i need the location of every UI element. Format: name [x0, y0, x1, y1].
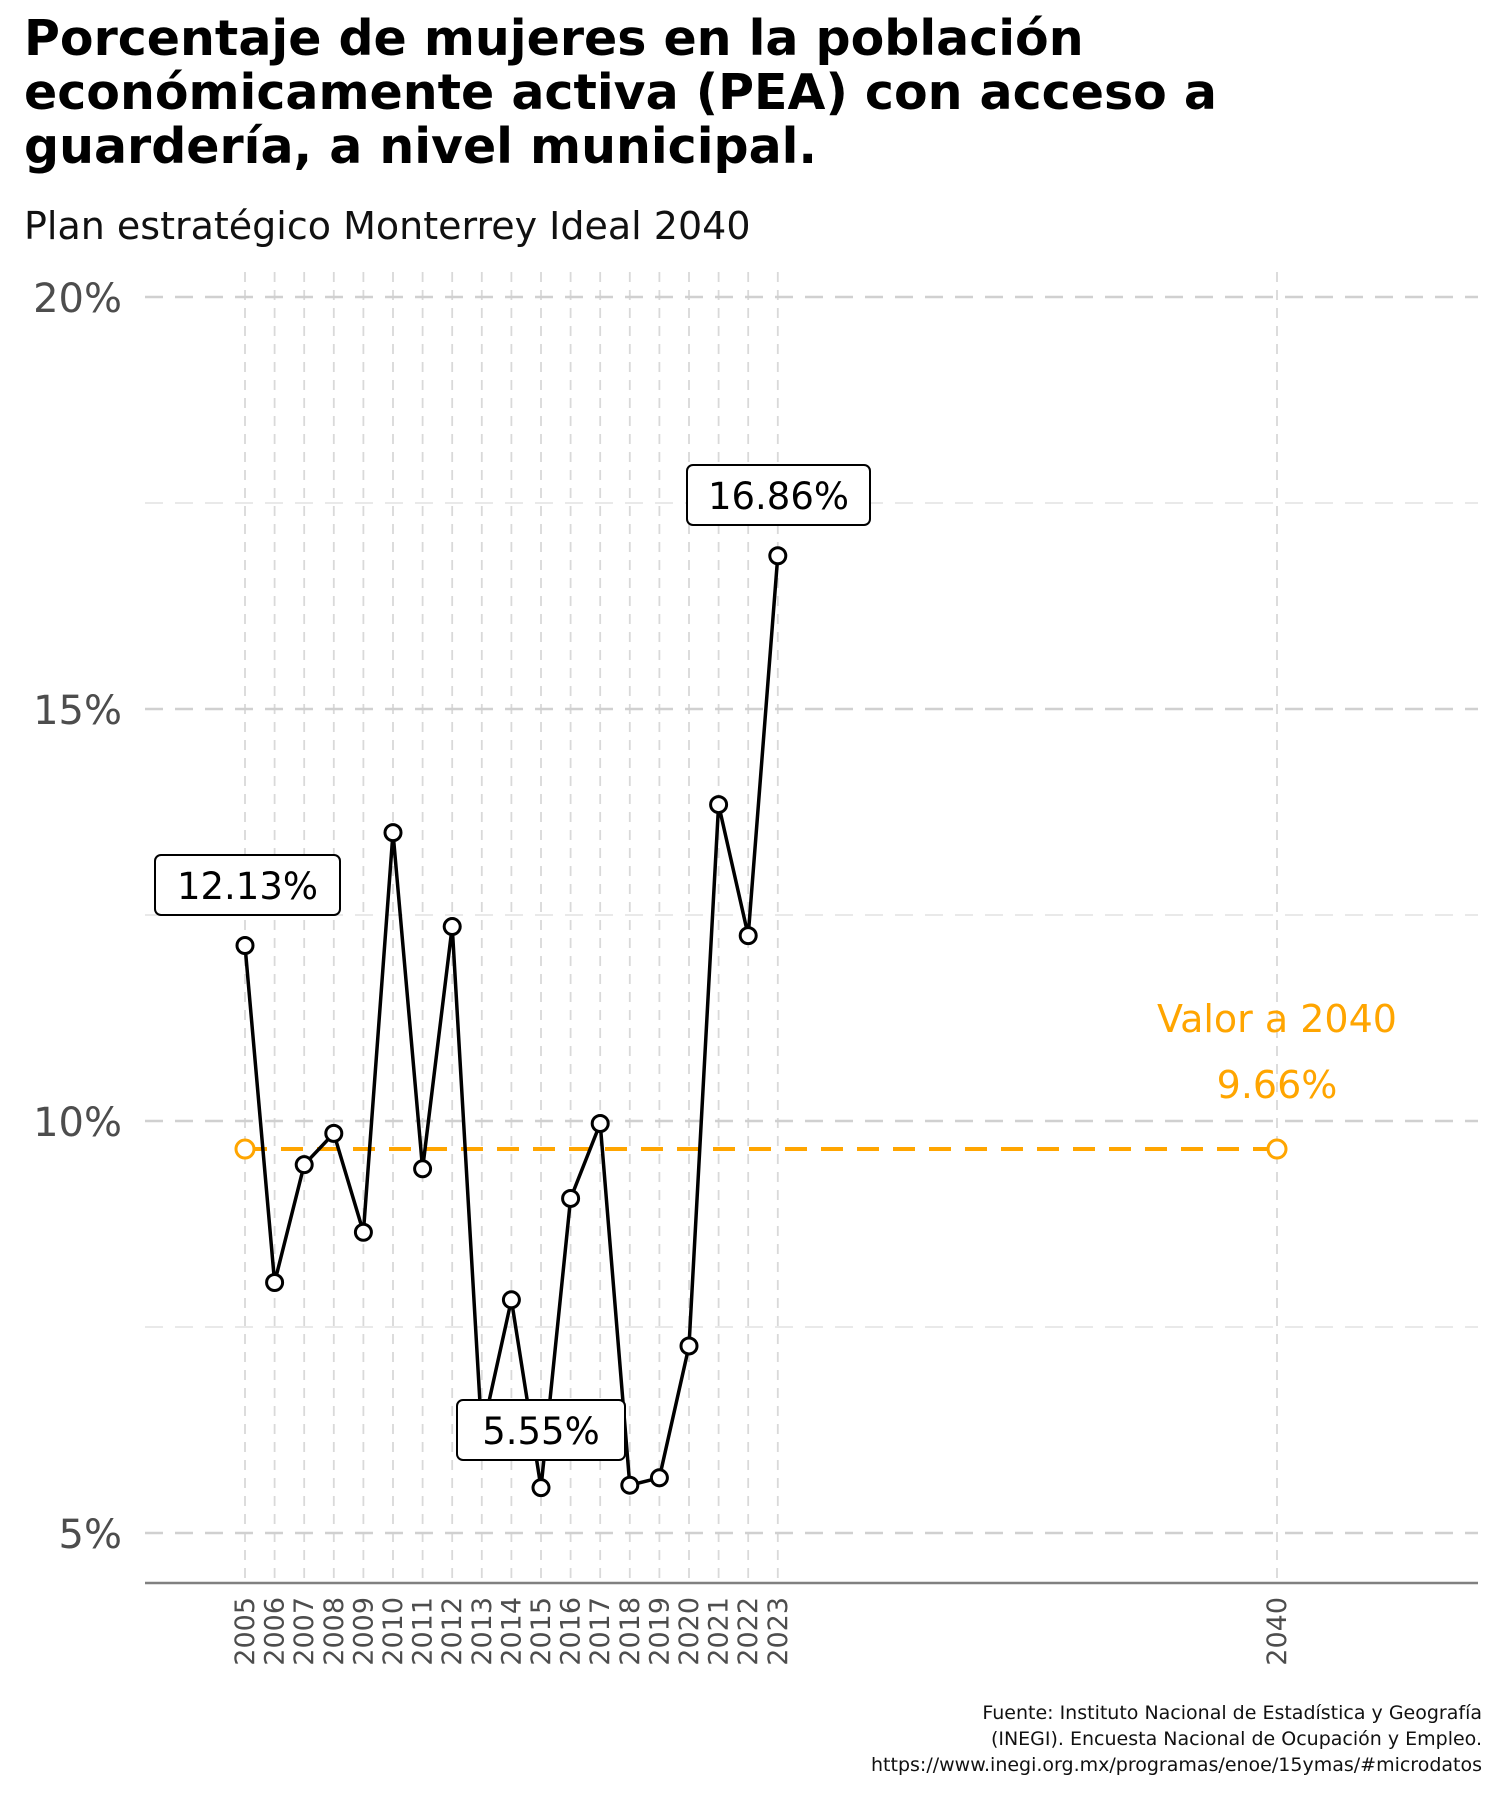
x-tick-label: 2020: [674, 1597, 705, 1666]
x-tick-label: 2012: [437, 1597, 468, 1666]
x-tick-label: 2023: [763, 1597, 794, 1666]
x-tick-label: 2040: [1262, 1597, 1293, 1666]
source-caption: Fuente: Instituto Nacional de Estadístic…: [871, 1700, 1482, 1778]
data-point: [649, 1468, 669, 1488]
data-label-box: [456, 1399, 626, 1461]
data-point: [768, 546, 788, 566]
x-tick-label: 2017: [585, 1597, 616, 1666]
x-tick-label: 2018: [615, 1597, 646, 1666]
target-value-label: 9.66%: [1217, 1063, 1338, 1107]
data-point: [442, 917, 462, 937]
x-tick-label: 2009: [348, 1597, 379, 1666]
data-label: 12.13%: [177, 865, 318, 908]
caption-line: https://www.inegi.org.mx/programas/enoe/…: [871, 1754, 1482, 1776]
data-point: [235, 935, 255, 955]
x-tick-label: 2008: [319, 1597, 350, 1666]
data-point: [531, 1478, 551, 1498]
x-tick-label: 2013: [467, 1597, 498, 1666]
data-point: [590, 1113, 610, 1133]
x-tick-label: 2005: [230, 1597, 261, 1666]
x-tick-label: 2019: [644, 1597, 675, 1666]
data-point: [324, 1123, 344, 1143]
data-point: [620, 1475, 640, 1495]
y-tick-label: 5%: [59, 1512, 122, 1558]
data-label: 5.55%: [482, 1410, 600, 1453]
data-point: [738, 926, 758, 946]
x-tick-label: 2014: [496, 1597, 527, 1666]
data-point: [709, 795, 729, 815]
x-tick-label: 2022: [733, 1597, 764, 1666]
data-label-box: [154, 854, 341, 916]
data-label: 16.86%: [708, 475, 849, 518]
data-point: [679, 1336, 699, 1356]
x-tick-label: 2021: [704, 1597, 735, 1666]
target-label: Valor a 2040: [1157, 997, 1397, 1041]
data-point: [501, 1290, 521, 1310]
chart-subtitle: Plan estratégico Monterrey Ideal 2040: [24, 204, 751, 248]
x-tick-label: 2007: [289, 1597, 320, 1666]
x-tick-label: 2006: [260, 1597, 291, 1666]
data-point: [353, 1222, 373, 1242]
caption-line: (INEGI). Encuesta Nacional de Ocupación …: [990, 1728, 1482, 1750]
data-point: [383, 823, 403, 843]
x-tick-label: 2011: [408, 1597, 439, 1666]
data-point: [561, 1188, 581, 1208]
y-tick-label: 15%: [33, 688, 122, 734]
caption-line: Fuente: Instituto Nacional de Estadístic…: [982, 1702, 1482, 1724]
x-tick-label: 2010: [378, 1597, 409, 1666]
x-tick-label: 2015: [526, 1597, 557, 1666]
chart-title: Porcentaje de mujeres en la población ec…: [24, 10, 1217, 175]
data-point: [265, 1273, 285, 1293]
data-label-box: [686, 464, 871, 526]
data-point: [294, 1155, 314, 1175]
y-tick-label: 10%: [33, 1100, 122, 1146]
y-tick-label: 20%: [33, 276, 122, 322]
x-tick-label: 2016: [556, 1597, 587, 1666]
target-point: [234, 1138, 256, 1160]
target-point: [1266, 1138, 1288, 1160]
data-point: [413, 1159, 433, 1179]
